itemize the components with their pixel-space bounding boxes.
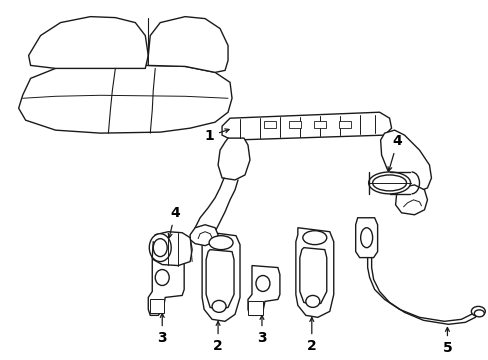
Ellipse shape bbox=[255, 275, 269, 292]
Ellipse shape bbox=[473, 310, 483, 317]
Polygon shape bbox=[150, 300, 164, 313]
Ellipse shape bbox=[209, 236, 233, 249]
Ellipse shape bbox=[155, 270, 169, 285]
Polygon shape bbox=[264, 121, 275, 128]
Polygon shape bbox=[29, 17, 148, 68]
Polygon shape bbox=[218, 138, 249, 180]
Polygon shape bbox=[152, 232, 192, 266]
Polygon shape bbox=[338, 121, 350, 128]
Polygon shape bbox=[355, 218, 377, 258]
Ellipse shape bbox=[212, 300, 225, 312]
Polygon shape bbox=[205, 249, 234, 309]
Polygon shape bbox=[299, 248, 326, 305]
Text: 5: 5 bbox=[442, 328, 451, 355]
Polygon shape bbox=[395, 185, 427, 215]
Polygon shape bbox=[190, 225, 218, 246]
Polygon shape bbox=[313, 121, 325, 128]
Text: 3: 3 bbox=[257, 316, 266, 345]
Polygon shape bbox=[380, 130, 430, 192]
Ellipse shape bbox=[470, 306, 484, 316]
Polygon shape bbox=[288, 121, 300, 128]
Ellipse shape bbox=[360, 228, 372, 248]
Ellipse shape bbox=[372, 175, 406, 191]
Text: 4: 4 bbox=[387, 134, 402, 171]
Polygon shape bbox=[247, 266, 279, 315]
Text: 2: 2 bbox=[213, 321, 223, 353]
Polygon shape bbox=[247, 301, 263, 315]
Text: 2: 2 bbox=[306, 318, 316, 353]
Ellipse shape bbox=[305, 296, 319, 307]
Polygon shape bbox=[19, 66, 232, 133]
Polygon shape bbox=[222, 112, 391, 140]
Polygon shape bbox=[148, 256, 184, 315]
Polygon shape bbox=[202, 232, 240, 321]
Ellipse shape bbox=[153, 239, 167, 257]
Text: 1: 1 bbox=[204, 129, 228, 143]
Ellipse shape bbox=[302, 231, 326, 245]
Ellipse shape bbox=[149, 234, 171, 262]
Polygon shape bbox=[295, 228, 333, 318]
Ellipse shape bbox=[368, 172, 410, 194]
Text: 4: 4 bbox=[168, 206, 180, 238]
Text: 3: 3 bbox=[157, 314, 167, 345]
Polygon shape bbox=[148, 17, 227, 72]
